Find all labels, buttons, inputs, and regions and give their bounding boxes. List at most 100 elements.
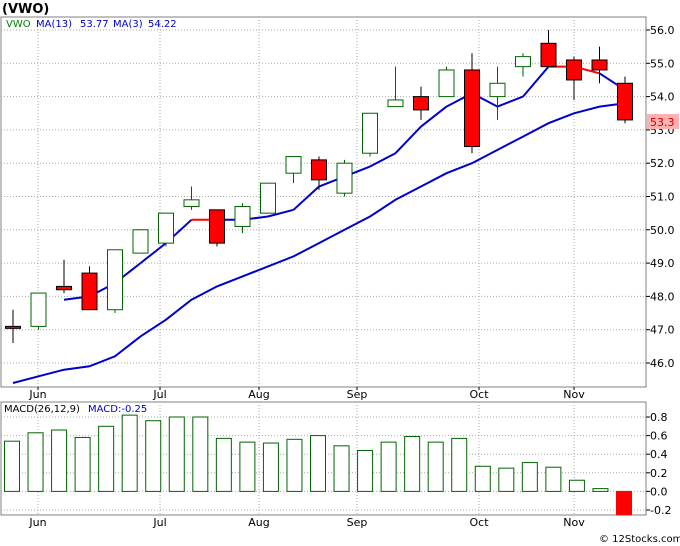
macd-bar [592,488,609,492]
candles [5,30,633,344]
candle [362,112,378,157]
candle-body [489,82,506,98]
credit: © 12Stocks.com [599,534,680,545]
candle-body [566,59,582,81]
candle-body [387,99,404,108]
candle-body [591,59,608,71]
macd-bar [474,465,491,492]
price-month-label: Jul [152,388,166,401]
ticker-title: (VWO) [2,2,49,17]
price-ytick-label: 54.0 [650,91,675,104]
price-month-label: Oct [469,388,489,401]
macd-bar [4,440,20,492]
candle [617,76,633,124]
candle-body [81,272,98,311]
macd-bar [568,479,585,492]
macd-value: MACD:-0.25 [88,404,147,415]
candle-body [234,205,251,227]
macd-bar [451,437,468,492]
price-ytick-label: 52.0 [650,157,675,170]
legend-ma13-label: MA(13) [36,19,72,30]
candle-body [30,292,47,327]
ma3-segment [369,152,396,168]
price-ytick-label: 47.0 [650,324,675,337]
candle [387,66,404,108]
candle [158,212,174,247]
price-ytick-label: 50.0 [650,224,675,237]
candle-body [56,285,72,291]
candle [285,156,302,184]
candle [438,66,455,98]
ma3-segment [139,242,167,264]
price-ytick-label: 56.0 [650,24,675,37]
candle [183,186,200,210]
ma13-path [12,102,626,384]
macd-bar [121,414,138,492]
macd-bar [404,436,421,492]
legend-ma13-value: 53.77 [80,19,109,30]
macd-bar [310,435,326,492]
macd-bar [286,438,303,492]
candle [540,30,557,68]
macd-month-label: Aug [248,516,269,529]
candle-body [285,156,302,174]
legend-ma3-label: MA(3) [113,19,143,30]
candle [234,203,251,234]
last-price-label: 53.3 [650,116,675,129]
candle-body [336,162,353,194]
macd-ytick-label: 0.6 [650,430,668,443]
macd-bar [215,437,232,492]
macd-ytick-label: 0.2 [650,467,668,480]
candle [489,66,506,120]
macd-bar [427,441,444,492]
macd-month-label: Jul [152,516,166,529]
macd-y-axis: 0.8 0.6 0.4 0.2 0.0 -0.2 [646,411,671,517]
candle [515,53,531,77]
candle [30,292,47,330]
ma3-segment [394,125,422,154]
ma3-segment [497,95,524,108]
candle-body [209,209,225,244]
candle-body [183,199,200,207]
legend-vwo: VWO [6,19,31,30]
candle-body [158,212,174,244]
candle [311,156,327,190]
price-legend: VWO MA(13) 53.77 MA(3) 54.22 [6,19,177,30]
last-price-tag: 53.3 [647,114,679,129]
macd-bar [98,425,115,492]
candle [566,56,582,100]
macd-bar [74,436,91,492]
price-ytick-label: 48.0 [650,290,675,303]
macd-month-label: Oct [469,516,489,529]
macd-ytick-label: -0.2 [650,504,671,517]
candle-body [617,82,633,121]
candle [107,249,123,314]
ma3-segment [420,105,448,128]
macd-bar [27,432,44,492]
candle-body [5,325,21,329]
price-grid [1,17,646,387]
macd-bar [168,416,185,492]
macd-month-label: Jun [28,516,46,529]
macd-bar [262,442,279,492]
candle [591,46,608,84]
macd-bar [498,467,515,492]
macd-month-label: Nov [563,516,585,529]
candle [336,159,353,197]
candle-body [311,159,327,181]
macd-bar [521,462,538,492]
candle-body [438,69,455,98]
candle [209,209,225,247]
macd-bar [145,420,162,492]
price-month-label: Sep [347,388,368,401]
price-ytick-label: 55.0 [650,57,675,70]
candle-body [260,182,276,214]
candle [81,266,98,311]
price-month-label: Jun [28,388,46,401]
price-month-axis: Jun Jul Aug Sep Oct Nov [28,387,585,401]
candle [464,53,480,154]
candle [56,259,72,294]
price-month-label: Nov [563,388,585,401]
macd-bar [51,429,68,492]
candle-body [107,249,123,311]
